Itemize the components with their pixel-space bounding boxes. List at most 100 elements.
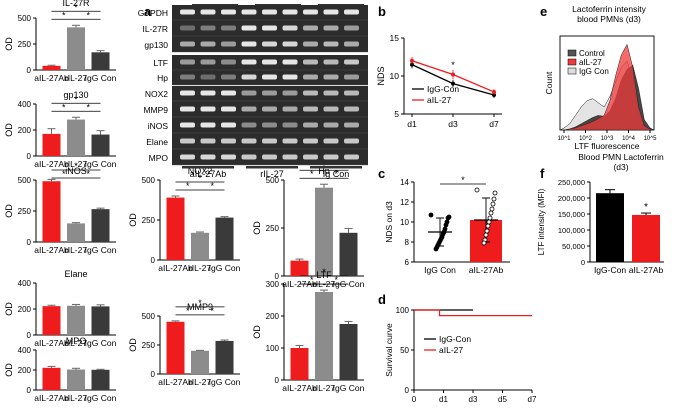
gel-band-row-mmp9 [262,106,277,112]
bar-igg-con [215,340,234,374]
x-tick-label: aIL-27Ab [158,377,193,387]
significance-star: * [644,202,648,213]
x-tick-label: IgG Con [85,245,117,255]
gel-band-row-hp [282,74,298,80]
data-point [489,206,495,212]
y-tick-label: 10 [390,71,400,81]
gel-row-label: gp130 [144,40,168,50]
bar-ail-27ab [290,260,309,276]
bar-ail-27ab [42,306,61,335]
gel-band-row-ltf [241,59,257,65]
bar-ril-27 [67,223,85,242]
y-axis-label: LTF intensity (MFI) [537,188,546,255]
gel-group-label: aIL-27Ab [190,169,227,179]
gel-band-row-il-27r [344,25,359,31]
gel-band-row-mmp9 [180,106,195,112]
gel-band-row-mpo [180,154,195,160]
bar-ril-27 [191,350,209,374]
panel-c-nds-scatter: 6 8 10 12 14 NDS on d3 IgG Con aIL-27Ab * [384,175,510,275]
data-point [485,223,491,229]
x-tick-label: rIL-27 [189,263,211,273]
chart-title: NOX2 [188,166,213,176]
x-tick-label: 10^5 [644,136,657,142]
gel-row-label: IL-27R [142,24,168,34]
y-tick-label: 250 [18,207,32,216]
x-tick-label: rIL-27 [65,245,87,255]
y-tick-label: 200 [18,126,32,135]
gel-row-label: Elane [146,137,168,147]
gel-band-row-mpo [262,154,277,160]
y-tick-label: 0 [151,256,156,265]
gel-group-marker [246,166,298,169]
panel-letter-a: a [144,4,152,19]
x-tick-label: d1 [407,119,417,129]
gel-band-row-ltf [344,59,359,65]
bar-ril-27 [315,187,333,276]
gel-band-row-ltf [323,59,339,65]
gel-band-row-mmp9 [323,106,339,112]
y-tick-label: 0 [581,258,585,267]
panel-letter-d: d [378,292,386,307]
y-tick-label: 0 [275,272,280,281]
y-axis-label: OD [128,213,138,227]
y-tick-label: 50,000 [562,242,585,251]
gel-band-row-inos [180,122,195,128]
bar-ail-27ab [166,321,185,374]
gel-group-label: Ig Con [323,169,350,179]
y-tick-label: 250 [142,216,156,225]
gel-band-row-gapdh [200,9,216,15]
y-tick-label: 100,000 [558,226,585,235]
significance-star: * [198,173,202,183]
gel-band-row-inos [241,122,257,128]
x-tick-label: d1 [439,395,448,404]
panel-letters: a b c d e f [144,4,547,307]
gel-band-row-ltf [262,59,277,65]
bar-ail-27ab [42,133,61,156]
data-point [445,215,451,221]
significance-star: * [198,298,202,308]
x-tick-label: IgG Con [85,393,117,403]
gel-band-row-hp [344,74,359,80]
data-point [433,246,439,252]
bar-ail-27ab [42,65,61,70]
gel-band-row-hp [241,74,257,80]
gel-band-row-nox2 [180,90,195,96]
gel-row-label: NOX2 [145,89,168,99]
panel-letter-c: c [378,166,385,181]
y-tick-label: 50 [400,346,409,355]
gel-band-row-gapdh [262,9,277,15]
gel-band-row-il-27r [262,25,277,31]
y-tick-label: 150,000 [558,210,585,219]
gel-band-row-mpo [323,154,339,160]
gel-band-row-mmp9 [200,106,216,112]
bar-igg-con [91,52,110,70]
gel-band-row-il-27r [180,25,195,31]
y-axis-label: OD [4,363,14,377]
gel-band-row-inos [200,122,216,128]
gel-band-row-hp [180,74,195,80]
y-tick-label: 0 [27,386,32,395]
gel-band-row-il-27r [241,25,257,31]
gel-band-row-gapdh [303,9,318,15]
gel-band-row-il-27r [303,25,318,31]
gel-band-row-gp130 [344,41,359,47]
y-axis-label: Survival curve [384,323,394,377]
x-tick-label: aIL-27Ab [34,73,69,83]
y-tick-label: 250 [266,224,280,233]
gel-band-row-mpo [241,154,257,160]
legend-label: aIL-27 [427,95,451,105]
gel-row-label: GAPDH [138,8,168,18]
panel-letter-b: b [378,4,386,19]
gel-band-row-nox2 [241,90,257,96]
legend-label: IgG-Con [439,334,471,344]
x-tick-label: aIL-27Ab [34,338,69,348]
gel-band-row-gp130 [241,41,257,47]
gel-row-label: iNOS [148,121,169,131]
gel-band-row-gp130 [262,41,277,47]
x-tick-label: aIL-27Ab [34,245,69,255]
significance-star: * [86,102,90,112]
